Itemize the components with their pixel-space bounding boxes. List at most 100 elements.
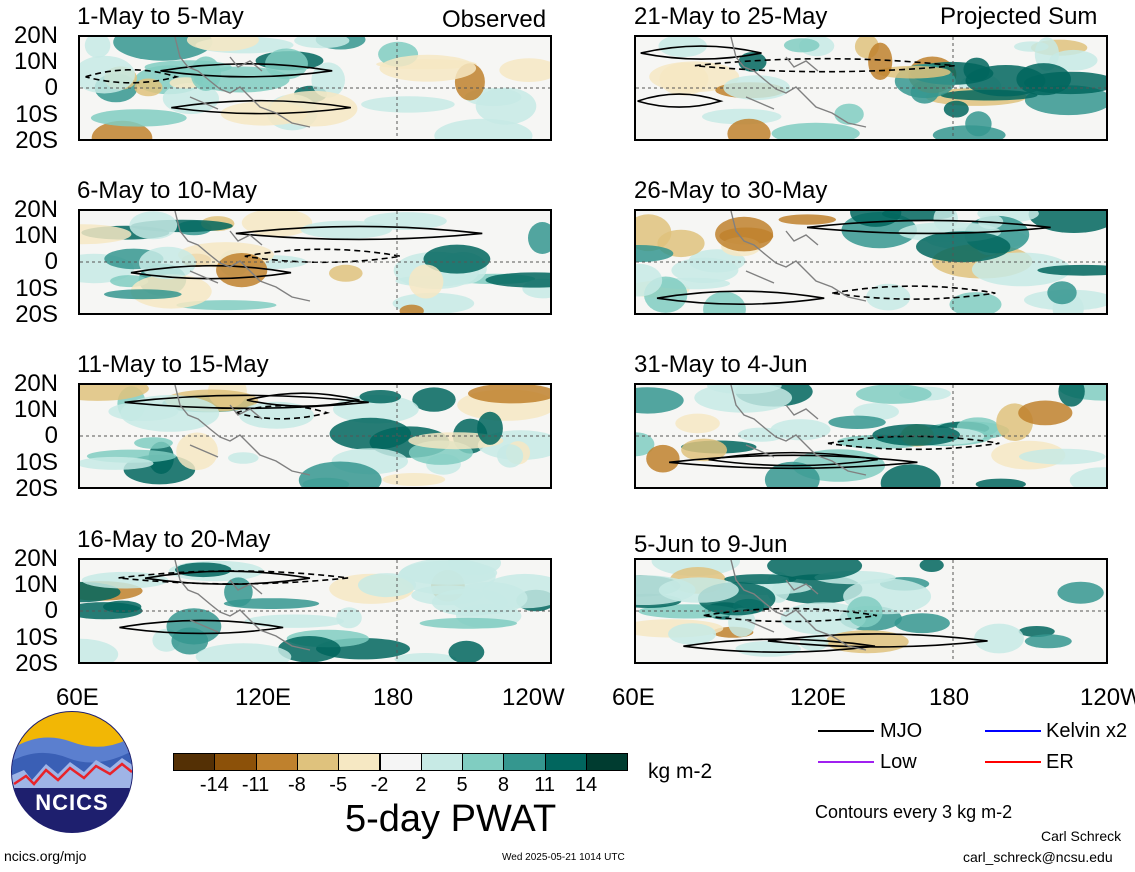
pwat-anomaly-blob <box>707 385 782 394</box>
pwat-anomaly-blob <box>497 444 524 468</box>
pwat-anomaly-blob <box>828 415 886 429</box>
mjo-contour <box>130 264 292 280</box>
colorbar-cell <box>214 753 257 771</box>
pwat-anomaly-blob <box>81 571 169 589</box>
panel-title: 16-May to 20-May <box>77 526 271 553</box>
mjo-contour <box>160 62 333 78</box>
lat-label: 10N <box>13 396 58 423</box>
pwat-anomaly-blob <box>737 427 785 442</box>
pwat-anomaly-blob <box>477 411 503 445</box>
lon-label: 180 <box>929 684 970 711</box>
pwat-anomaly-blob <box>681 438 728 462</box>
mjo-contour <box>703 607 878 623</box>
pwat-anomaly-blob <box>636 387 684 414</box>
mjo-contour <box>244 248 401 264</box>
legend-line-low <box>818 761 874 763</box>
pwat-anomaly-blob <box>671 257 739 283</box>
pwat-anomaly-blob <box>971 252 1071 287</box>
lat-label: 10S <box>15 624 58 651</box>
pwat-anomaly-blob <box>298 461 382 487</box>
pwat-anomaly-blob <box>876 65 951 79</box>
pwat-anomaly-blob <box>431 588 508 616</box>
mjo-contour <box>683 638 876 653</box>
pwat-anomaly-blob <box>771 122 860 139</box>
pwat-anomaly-blob <box>636 263 663 297</box>
lon-label: 120E <box>790 684 847 711</box>
footer-email: carl_schreck@ncsu.edu <box>963 849 1113 865</box>
coastline <box>730 385 867 476</box>
pwat-anomaly-blob <box>244 614 344 628</box>
pwat-anomaly-blob <box>80 55 135 94</box>
lat-label: 20N <box>13 22 58 49</box>
pwat-anomaly-blob <box>80 456 154 470</box>
colorbar-cell <box>255 753 298 771</box>
mjo-contour <box>668 454 918 470</box>
coastline <box>730 37 867 128</box>
mjo-contour <box>171 99 351 115</box>
legend-line-kelvin <box>985 730 1041 732</box>
coastline <box>730 211 867 302</box>
pwat-anomaly-blob <box>1049 49 1098 71</box>
pwat-anomaly-blob <box>194 66 290 93</box>
legend-label: ER <box>1046 751 1074 773</box>
footer-timestamp: Wed 2025-05-21 1014 UTC <box>502 852 625 863</box>
pwat-anomaly-blob <box>80 385 149 401</box>
panel-title: 26-May to 30-May <box>634 177 828 204</box>
mjo-contour <box>124 394 369 410</box>
ncics-logo: NCICS <box>10 710 134 834</box>
colorbar-tick-label: 2 <box>415 774 427 796</box>
contour-note: Contours every 3 kg m-2 <box>815 802 1013 822</box>
pwat-anomaly-blob <box>408 264 444 299</box>
map-panel <box>634 558 1108 664</box>
colorbar-cell <box>173 753 216 771</box>
pwat-anomaly-blob <box>856 385 932 404</box>
pwat-anomaly-blob <box>379 54 477 82</box>
pwat-field <box>636 37 1106 139</box>
pwat-anomaly-blob <box>224 577 253 607</box>
panel-title: 11-May to 15-May <box>77 351 269 378</box>
mjo-contour <box>827 435 1000 451</box>
pwat-anomaly-blob <box>294 37 350 49</box>
map-panel <box>78 558 552 664</box>
pwat-anomaly-blob <box>329 417 411 450</box>
pwat-anomaly-blob <box>646 444 680 473</box>
pwat-anomaly-blob <box>329 264 363 282</box>
pwat-anomaly-blob <box>113 37 213 61</box>
pwat-anomaly-blob <box>103 600 142 613</box>
colorbar-tick-label: -8 <box>287 774 306 796</box>
mjo-contour <box>144 570 311 585</box>
map-panel <box>78 209 552 315</box>
legend-line-er <box>985 761 1041 763</box>
pwat-anomaly-blob <box>703 291 746 313</box>
pwat-anomaly-blob <box>1014 41 1049 52</box>
pwat-anomaly-blob <box>1057 581 1104 604</box>
lat-label: 0 <box>44 248 58 275</box>
colorbar-cell <box>420 753 464 771</box>
legend-line-mjo <box>818 730 874 732</box>
lat-label: 10N <box>13 571 58 598</box>
pwat-anomaly-blob <box>228 452 259 464</box>
panel-title: 6-May to 10-May <box>77 177 258 204</box>
pwat-anomaly-blob <box>778 214 836 225</box>
lon-label: 120W <box>502 684 565 711</box>
colorbar-tick-label: 8 <box>497 774 509 796</box>
pwat-anomaly-blob <box>176 432 218 471</box>
pwat-anomaly-blob <box>780 602 866 635</box>
colorbar-cell <box>544 753 587 771</box>
pwat-anomaly-blob <box>636 245 674 262</box>
pwat-anomaly-blob <box>949 292 1002 313</box>
coastline <box>730 560 867 651</box>
pwat-anomaly-blob <box>129 211 178 240</box>
legend-label: MJO <box>880 720 923 742</box>
pwat-anomaly-blob <box>894 613 950 634</box>
pwat-anomaly-blob <box>382 473 446 486</box>
pwat-field <box>80 211 550 313</box>
pwat-anomaly-blob <box>84 37 111 58</box>
panel-title: 31-May to 4-Jun <box>634 351 808 378</box>
pwat-anomaly-blob <box>216 253 268 288</box>
colorbar-cell <box>338 753 381 771</box>
lon-label: 60E <box>612 684 655 711</box>
pwat-anomaly-blob <box>195 643 292 662</box>
pwat-anomaly-blob <box>399 304 424 313</box>
pwat-anomaly-blob <box>336 607 362 629</box>
